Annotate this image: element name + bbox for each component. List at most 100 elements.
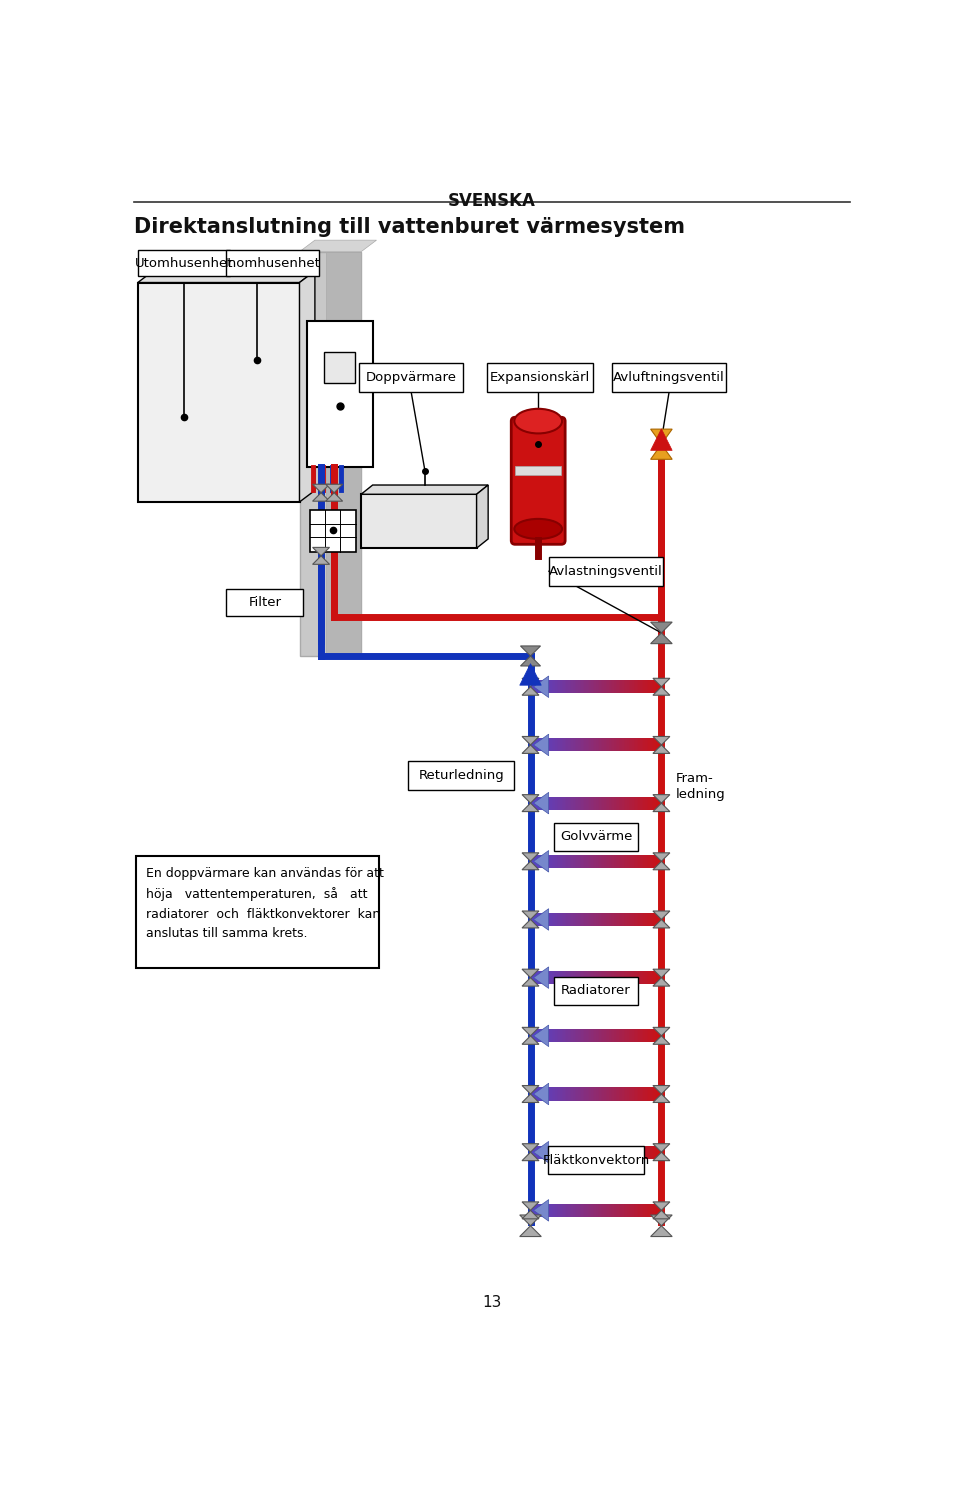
Bar <box>658 680 663 693</box>
Bar <box>537 738 540 751</box>
Bar <box>559 1204 561 1217</box>
Bar <box>617 1088 619 1101</box>
Polygon shape <box>651 622 672 632</box>
Bar <box>634 972 636 984</box>
Bar <box>560 914 563 926</box>
Bar <box>657 914 659 926</box>
Bar <box>359 363 463 391</box>
Bar <box>545 738 547 751</box>
Bar <box>636 738 639 751</box>
Bar <box>543 914 546 926</box>
Bar <box>632 1088 635 1101</box>
Bar <box>537 1030 540 1043</box>
Bar <box>559 972 561 984</box>
Bar <box>594 1146 597 1159</box>
Bar <box>575 738 577 751</box>
Bar <box>550 854 553 868</box>
Bar <box>585 1146 587 1159</box>
Bar <box>548 1088 551 1101</box>
Bar <box>576 972 579 984</box>
Polygon shape <box>534 734 549 756</box>
Bar <box>632 914 635 926</box>
Bar <box>608 972 610 984</box>
Bar <box>564 1030 567 1043</box>
Bar <box>608 1146 610 1159</box>
Polygon shape <box>522 911 539 920</box>
Bar <box>632 1146 635 1159</box>
Bar <box>653 1204 656 1217</box>
Bar <box>570 1088 572 1101</box>
Bar <box>594 854 597 868</box>
Bar <box>636 1204 639 1217</box>
Bar <box>532 1088 535 1101</box>
Polygon shape <box>313 484 329 493</box>
Bar <box>559 680 561 693</box>
Bar <box>622 854 625 868</box>
Bar <box>583 796 586 809</box>
Bar <box>531 972 533 984</box>
Bar <box>624 854 626 868</box>
Bar <box>647 738 649 751</box>
Bar <box>609 738 612 751</box>
Bar <box>534 738 537 751</box>
Polygon shape <box>325 493 343 501</box>
Bar <box>560 972 563 984</box>
Bar <box>631 972 633 984</box>
Bar <box>614 914 616 926</box>
Bar <box>606 796 609 809</box>
Bar <box>568 1146 570 1159</box>
Bar <box>620 796 623 809</box>
Bar <box>658 1146 663 1159</box>
Bar <box>597 972 600 984</box>
Bar <box>655 738 658 751</box>
Bar <box>653 1030 656 1043</box>
Bar <box>622 1204 625 1217</box>
Polygon shape <box>653 1202 670 1210</box>
Bar <box>658 1030 663 1043</box>
Bar <box>653 680 656 693</box>
Bar <box>660 796 662 809</box>
Bar <box>545 914 547 926</box>
Bar <box>599 914 602 926</box>
Bar <box>566 1146 569 1159</box>
Bar <box>609 914 612 926</box>
Bar <box>539 1146 541 1159</box>
Bar <box>638 1204 641 1217</box>
Polygon shape <box>534 967 549 988</box>
Bar <box>636 1146 639 1159</box>
Bar <box>597 1204 600 1217</box>
Bar <box>537 796 540 809</box>
Bar <box>612 363 726 391</box>
Polygon shape <box>522 1152 539 1161</box>
Text: En doppvärmare kan användas för att
höja   vattentemperaturen,  så   att
radiato: En doppvärmare kan användas för att höja… <box>146 868 383 940</box>
Bar <box>583 738 586 751</box>
Bar <box>625 1030 628 1043</box>
Bar <box>634 854 636 868</box>
Bar <box>557 1204 559 1217</box>
Bar <box>591 680 593 693</box>
Bar <box>601 1146 603 1159</box>
Polygon shape <box>522 795 539 804</box>
Bar <box>622 972 625 984</box>
Bar <box>562 1088 564 1101</box>
Bar <box>617 1204 619 1217</box>
Bar <box>562 738 564 751</box>
Bar <box>570 1030 572 1043</box>
Bar <box>659 1146 660 1159</box>
Bar <box>573 1088 575 1101</box>
Polygon shape <box>522 920 539 929</box>
Bar <box>643 1030 646 1043</box>
Bar <box>536 972 538 984</box>
Bar <box>640 738 642 751</box>
Polygon shape <box>522 1210 539 1219</box>
Bar <box>552 680 554 693</box>
Bar <box>648 738 651 751</box>
Bar <box>555 738 558 751</box>
Bar <box>629 1088 631 1101</box>
Bar <box>632 738 635 751</box>
Bar <box>566 1030 569 1043</box>
Bar <box>652 1204 654 1217</box>
Bar <box>634 796 636 809</box>
Polygon shape <box>522 969 539 978</box>
Bar <box>604 1088 607 1101</box>
